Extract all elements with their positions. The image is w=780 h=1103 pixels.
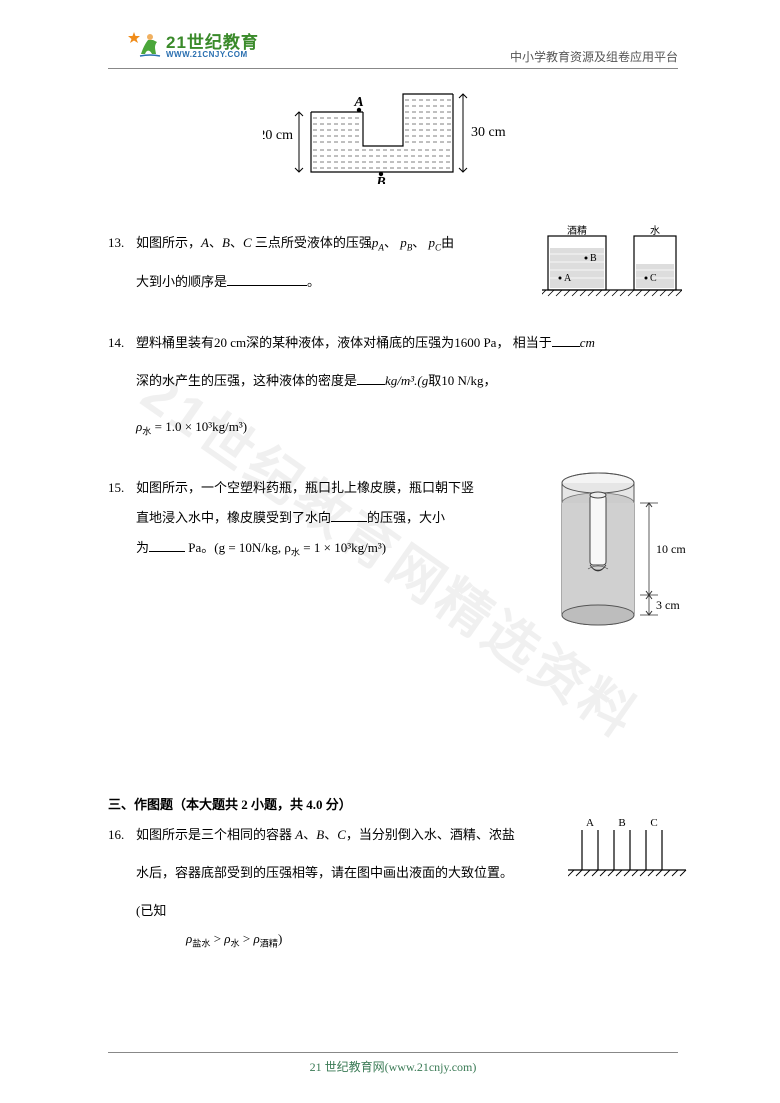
q14-line2: 深的水产生的压强，这种液体的密度是kg/m³.(g取10 N/kg，	[136, 368, 678, 394]
logo-icon	[128, 30, 162, 62]
logo: 21世纪教育 WWW.21CNJY.COM	[128, 30, 259, 62]
q16-line2: 水后，容器底部受到的压强相等，请在图中画出液面的大致位置。	[136, 860, 566, 886]
svg-text:C: C	[650, 817, 657, 829]
footer-rule	[108, 1052, 678, 1053]
q-number: 14.	[108, 330, 124, 356]
blank	[552, 334, 580, 347]
logo-text: 21世纪教育 WWW.21CNJY.COM	[166, 34, 259, 59]
q15-line1: 如图所示，一个空塑料药瓶，瓶口扎上橡皮膜，瓶口朝下竖	[136, 475, 496, 501]
q14-line3: ρ水 = 1.0 × 10³kg/m³)	[136, 414, 678, 441]
svg-text:A: A	[586, 817, 594, 829]
page-header: 21世纪教育 WWW.21CNJY.COM 中小学教育资源及组卷应用平台	[108, 30, 678, 70]
figure-q13: 酒精 B A 水 C	[542, 224, 682, 307]
q15-line3: 为 Pa。(g = 10N/kg, ρ水 = 1 × 10³kg/m³)	[136, 535, 496, 562]
question-13: 13. 如图所示，A、B、C 三点所受液体的压强pA、 pB、 pC由 大到小的…	[108, 230, 678, 295]
q-number: 15.	[108, 475, 124, 501]
svg-text:B: B	[375, 175, 385, 184]
blank	[357, 372, 385, 385]
blank	[149, 539, 185, 552]
header-subtitle: 中小学教育资源及组卷应用平台	[510, 48, 678, 65]
q16-line1: 如图所示是三个相同的容器 A、B、C，当分别倒入水、酒精、浓盐	[136, 822, 566, 848]
svg-text:10 cm: 10 cm	[656, 542, 686, 556]
logo-text-cn: 21世纪教育	[166, 34, 259, 51]
question-14: 14. 塑料桶里装有20 cm深的某种液体，液体对桶底的压强为1600 Pa， …	[108, 330, 678, 441]
header-rule	[108, 68, 678, 69]
svg-text:水: 水	[650, 225, 660, 237]
q15-line2: 直地浸入水中，橡皮膜受到了水向的压强，大小	[136, 505, 496, 531]
page: 21世纪教育 WWW.21CNJY.COM 中小学教育资源及组卷应用平台 21世…	[108, 0, 678, 1103]
runner-icon	[140, 34, 160, 56]
svg-text:酒精: 酒精	[567, 224, 587, 237]
figure-ushape: 20 cm	[263, 84, 513, 184]
q-number: 16.	[108, 822, 124, 848]
question-15: 15. 如图所示，一个空塑料药瓶，瓶口扎上橡皮膜，瓶口朝下竖 直地浸入水中，橡皮…	[108, 475, 678, 562]
svg-text:B: B	[590, 253, 597, 264]
dim-left-label: 20 cm	[263, 128, 293, 143]
figure-q15: 10 cm 3 cm	[548, 465, 698, 644]
q-number: 13.	[108, 230, 124, 256]
logo-text-url: WWW.21CNJY.COM	[166, 51, 259, 59]
q16-line4: ρ盐水 > ρ水 > ρ酒精)	[186, 926, 566, 953]
question-16: 16. 如图所示是三个相同的容器 A、B、C，当分别倒入水、酒精、浓盐 水后，容…	[108, 822, 678, 953]
section-3-title: 三、作图题（本大题共 2 小题，共 4.0 分）	[108, 792, 678, 818]
page-footer: 21 世纪教育网(www.21cnjy.com)	[108, 1058, 678, 1075]
figure-q16: A B C	[568, 816, 688, 889]
blank	[331, 509, 367, 522]
q14-line1: 塑料桶里装有20 cm深的某种液体，液体对桶底的压强为1600 Pa， 相当于c…	[136, 330, 678, 356]
svg-text:B: B	[618, 817, 625, 829]
svg-text:C: C	[650, 273, 657, 284]
q16-line3: (已知	[136, 898, 566, 924]
q13-line1: 如图所示，A、B、C 三点所受液体的压强pA、 pB、 pC由	[136, 230, 526, 257]
blank	[227, 273, 307, 286]
svg-text:A: A	[353, 95, 363, 110]
star-icon	[128, 32, 140, 43]
dim-right-label: 30 cm	[471, 125, 506, 140]
svg-text:3 cm: 3 cm	[656, 598, 680, 612]
svg-text:A: A	[564, 273, 572, 284]
